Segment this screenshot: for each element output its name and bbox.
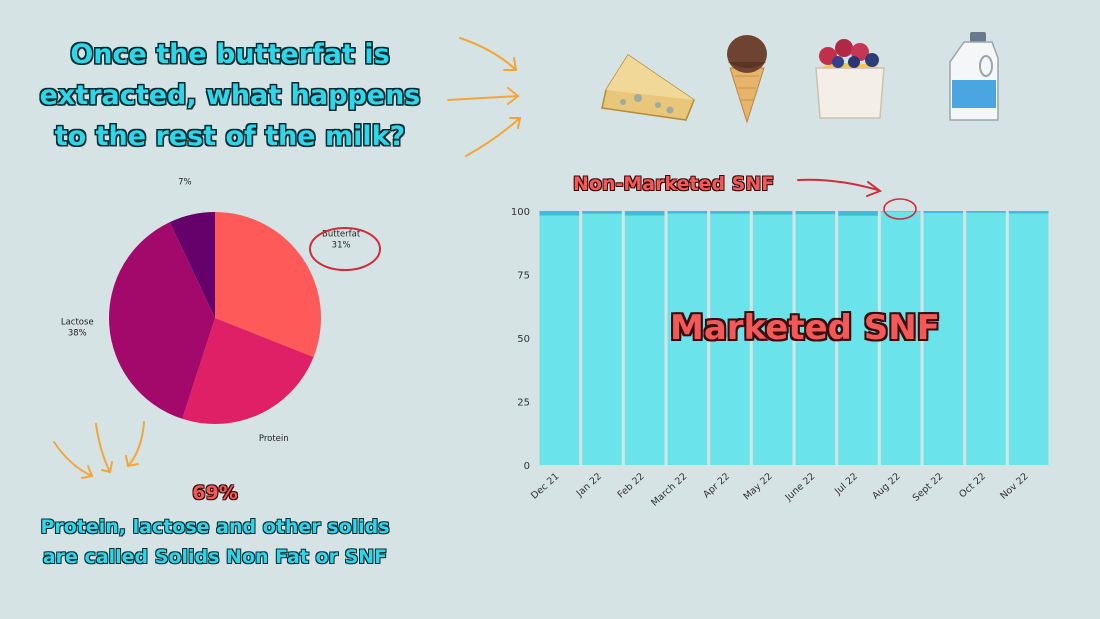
pie-percent-label: 38% <box>68 329 87 339</box>
pie-category-label: Protein <box>259 434 289 444</box>
arrow-icon <box>447 95 519 101</box>
y-tick-label: 100 <box>511 207 530 218</box>
pie-category-label: Lactose <box>61 318 94 328</box>
x-tick-label: June 22 <box>783 471 818 504</box>
x-tick-label: Nov 22 <box>998 471 1030 502</box>
arrow-icon <box>95 423 111 473</box>
x-tick-label: Oct 22 <box>957 471 988 500</box>
bar-marketed-snf <box>667 213 708 465</box>
pie-slice-other-solids <box>169 212 215 318</box>
bar-non-marketed-snf <box>795 211 836 215</box>
x-tick-label: May 22 <box>741 471 774 502</box>
arrow-head <box>101 461 113 474</box>
arrow-icon <box>127 421 145 467</box>
bar-non-marketed-snf <box>1008 211 1049 214</box>
bar-non-marketed-snf <box>752 211 793 215</box>
marketed-snf-label: Marketed SNF <box>670 308 940 348</box>
arrow-head <box>81 465 94 479</box>
bar-marketed-snf <box>880 211 921 465</box>
non-marketed-snf-label: Non-Marketed SNF <box>573 173 775 195</box>
y-tick-label: 25 <box>517 398 530 409</box>
arrow-head <box>866 181 883 197</box>
y-tick-label: 50 <box>517 334 530 345</box>
bar-marketed-snf <box>752 214 793 465</box>
pie-category-label: Other solids <box>159 175 211 176</box>
x-tick-label: March 22 <box>649 471 689 509</box>
x-tick-label: Apr 22 <box>701 471 732 500</box>
y-tick-label: 75 <box>517 271 530 282</box>
x-tick-label: Aug 22 <box>870 471 902 502</box>
bar-non-marketed-snf <box>880 211 921 212</box>
bar-non-marketed-snf <box>966 211 1006 213</box>
red-arrow <box>797 178 883 197</box>
bar-marketed-snf <box>1008 213 1049 465</box>
snf-percent: 69% <box>192 482 238 504</box>
bar-non-marketed-snf <box>624 211 665 216</box>
bar-marketed-snf <box>582 213 622 465</box>
bar-non-marketed-snf <box>667 211 708 214</box>
x-tick-label: Jan 22 <box>574 471 604 500</box>
bar-marketed-snf <box>923 213 964 465</box>
x-tick-label: Jul 22 <box>832 471 860 498</box>
bar-non-marketed-snf <box>582 211 622 214</box>
ice-cream-icon <box>727 35 767 124</box>
arrow-icon <box>797 178 879 191</box>
x-tick-label: Dec 21 <box>529 471 561 502</box>
bar-marketed-snf <box>624 215 665 465</box>
bar-marketed-snf <box>539 215 580 465</box>
arrow-head <box>509 117 522 129</box>
bar-marketed-snf <box>795 214 836 465</box>
bar-non-marketed-snf <box>710 211 750 214</box>
x-tick-label: Sept 22 <box>911 471 946 504</box>
bar-marketed-snf <box>838 215 878 465</box>
food-arrows <box>447 37 522 157</box>
butterfat-highlight-circle <box>309 227 381 271</box>
headline: Once the butterfat is extracted, what ha… <box>39 39 421 152</box>
non-marketed-highlight-circle <box>883 198 917 220</box>
pie-slice-lactose <box>108 222 215 419</box>
pie-percent-label: 31% <box>332 240 351 250</box>
arrow-head <box>507 87 520 105</box>
arrow-icon <box>459 37 517 71</box>
bar-non-marketed-snf <box>923 211 964 214</box>
bar-marketed-snf <box>710 213 750 465</box>
arrow-icon <box>53 441 93 477</box>
bar-non-marketed-snf <box>539 211 580 216</box>
pie-slice-butterfat <box>215 212 321 358</box>
y-tick-label: 0 <box>524 461 530 472</box>
milk-jug-icon <box>949 32 999 121</box>
arrow-icon <box>465 117 521 157</box>
pie-slice-protein <box>182 318 314 424</box>
pie-category-label: Butterfat <box>322 229 361 239</box>
snf-bar-chart: 0 25 50 75 100 Dec 21 Jan 22 Feb 22 March 22 Apr… <box>511 198 1049 509</box>
bar-marketed-snf <box>966 212 1006 465</box>
arrow-head <box>125 455 139 468</box>
arrow-head <box>503 57 518 71</box>
bar-non-marketed-snf <box>838 211 878 216</box>
cheese-icon <box>601 53 695 121</box>
yogurt-parfait-icon <box>815 39 885 119</box>
x-tick-label: Feb 22 <box>616 471 647 501</box>
snf-definition: Protein, lactose and other solids are ca… <box>40 516 390 568</box>
pie-percent-label: 7% <box>178 177 192 187</box>
pie-arrows <box>53 421 145 479</box>
